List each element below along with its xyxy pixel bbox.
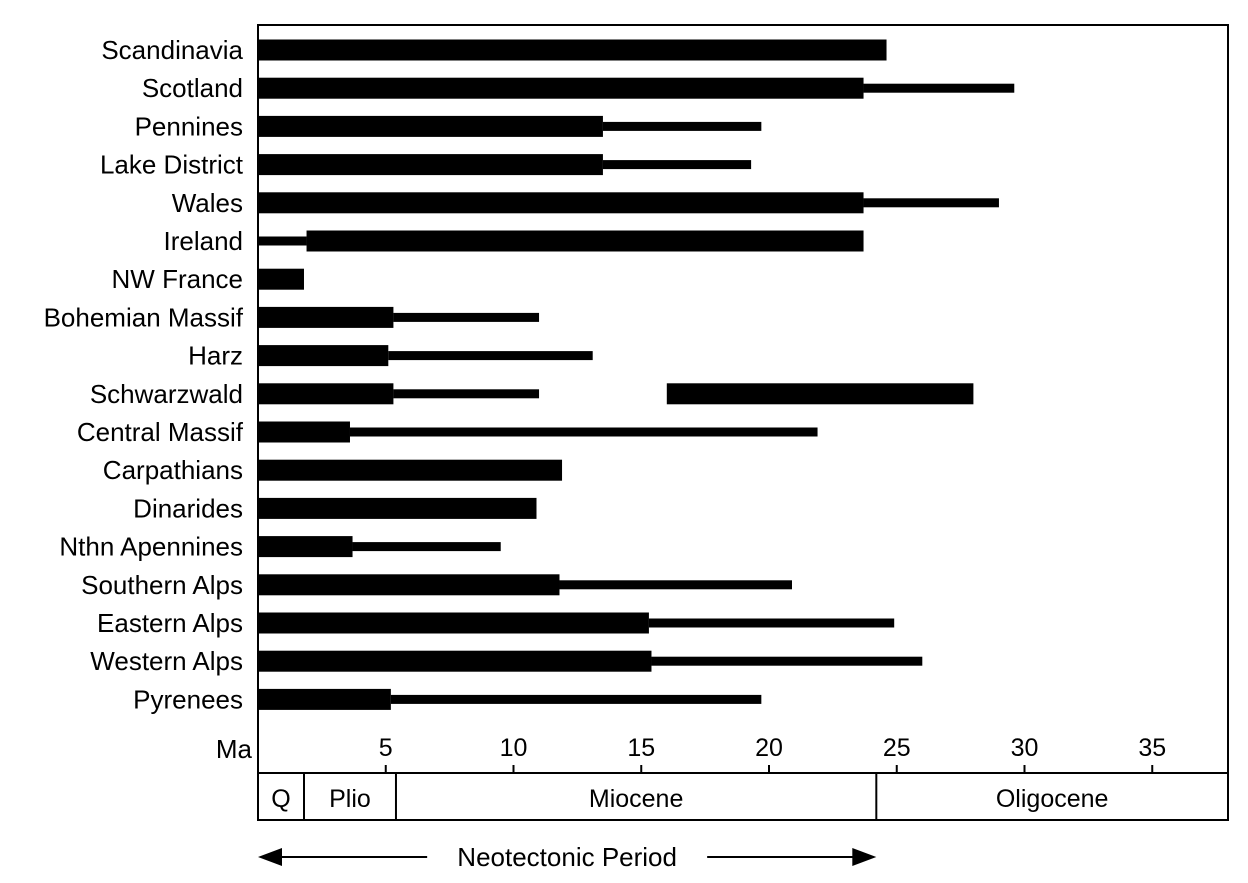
x-axis-label: Ma <box>216 734 253 764</box>
epoch-label-q: Q <box>271 785 290 813</box>
bar-scandinavia-thick-0 <box>258 39 887 61</box>
neotectonic-arrow: Neotectonic Period <box>258 842 877 872</box>
region-label-nthn-apennines: Nthn Apennines <box>59 532 243 562</box>
bar-harz-thin-1 <box>388 351 593 361</box>
region-label-wales: Wales <box>172 188 243 218</box>
region-label-scandinavia: Scandinavia <box>101 35 243 65</box>
bar-ireland-thin-0 <box>258 236 307 246</box>
bar-carpathians-thick-0 <box>258 459 563 481</box>
region-label-southern-alps: Southern Alps <box>81 570 243 600</box>
x-tick-label-35: 35 <box>1138 734 1166 762</box>
bar-pyrenees-thick-0 <box>258 688 391 710</box>
x-tick-label-30: 30 <box>1011 734 1039 762</box>
bar-nw-france-thick-0 <box>258 268 304 290</box>
bar-eastern-alps-thin-1 <box>648 618 895 628</box>
neotectonic-label: Neotectonic Period <box>457 842 677 872</box>
bar-pennines-thick-0 <box>258 115 603 137</box>
x-tick-label-20: 20 <box>755 734 783 762</box>
bar-scotland-thick-0 <box>258 77 864 99</box>
x-axis: Ma 5 10 15 20 25 30 35 <box>216 734 1166 773</box>
epoch-label-miocene: Miocene <box>589 785 684 813</box>
x-tick-label-5: 5 <box>379 734 393 762</box>
bar-lake-district-thin-1 <box>602 160 752 170</box>
bar-wales-thin-1 <box>863 198 999 208</box>
region-label-western-alps: Western Alps <box>90 646 243 676</box>
region-label-dinarides: Dinarides <box>133 493 243 523</box>
bar-scotland-thin-1 <box>863 83 1015 93</box>
bar-wales-thick-0 <box>258 192 864 214</box>
bar-series <box>258 39 1015 710</box>
region-labels: Scandinavia Scotland Pennines Lake District… <box>44 35 244 714</box>
bar-southern-alps-thin-1 <box>559 580 792 590</box>
bar-dinarides-thick-0 <box>258 497 537 519</box>
region-label-scotland: Scotland <box>142 73 243 103</box>
x-tick-label-25: 25 <box>883 734 911 762</box>
bar-nthn-apennines-thin-1 <box>352 542 501 552</box>
bar-eastern-alps-thick-0 <box>258 612 649 634</box>
bar-central-massif-thin-1 <box>349 427 818 437</box>
bar-pennines-thin-1 <box>602 121 762 131</box>
region-label-carpathians: Carpathians <box>103 455 243 485</box>
region-label-eastern-alps: Eastern Alps <box>97 608 243 638</box>
neotectonic-arrow-right-head <box>852 848 877 866</box>
x-tick-label-10: 10 <box>500 734 528 762</box>
bar-bohemian-massif-thick-0 <box>258 306 394 328</box>
epoch-band: Q Plio Miocene Oligocene <box>271 773 1108 820</box>
region-label-pennines: Pennines <box>135 111 243 141</box>
region-label-schwarzwald: Schwarzwald <box>90 379 243 409</box>
bar-schwarzwald-thin-1 <box>393 389 540 399</box>
bar-western-alps-thin-1 <box>651 656 923 666</box>
bar-bohemian-massif-thin-1 <box>393 312 540 322</box>
bar-harz-thick-0 <box>258 345 389 367</box>
region-label-bohemian-massif: Bohemian Massif <box>44 302 244 332</box>
epoch-label-oligocene: Oligocene <box>996 785 1109 813</box>
region-label-central-massif: Central Massif <box>77 417 244 447</box>
region-label-harz: Harz <box>188 341 243 371</box>
region-label-pyrenees: Pyrenees <box>133 684 243 714</box>
bar-schwarzwald-thick-2 <box>666 383 974 405</box>
bar-western-alps-thick-0 <box>258 650 652 672</box>
neotectonic-arrow-left-head <box>258 848 282 866</box>
bar-schwarzwald-thick-0 <box>258 383 394 405</box>
bar-central-massif-thick-0 <box>258 421 350 443</box>
bar-lake-district-thick-0 <box>258 154 603 176</box>
bar-nthn-apennines-thick-0 <box>258 536 353 558</box>
bar-southern-alps-thick-0 <box>258 574 560 596</box>
bar-ireland-thick-1 <box>306 230 864 252</box>
region-label-lake-district: Lake District <box>100 150 244 180</box>
x-tick-label-15: 15 <box>627 734 655 762</box>
epoch-label-plio: Plio <box>329 785 371 813</box>
region-label-nw-france: NW France <box>112 264 243 294</box>
bar-pyrenees-thin-1 <box>390 694 762 704</box>
region-label-ireland: Ireland <box>164 226 244 256</box>
